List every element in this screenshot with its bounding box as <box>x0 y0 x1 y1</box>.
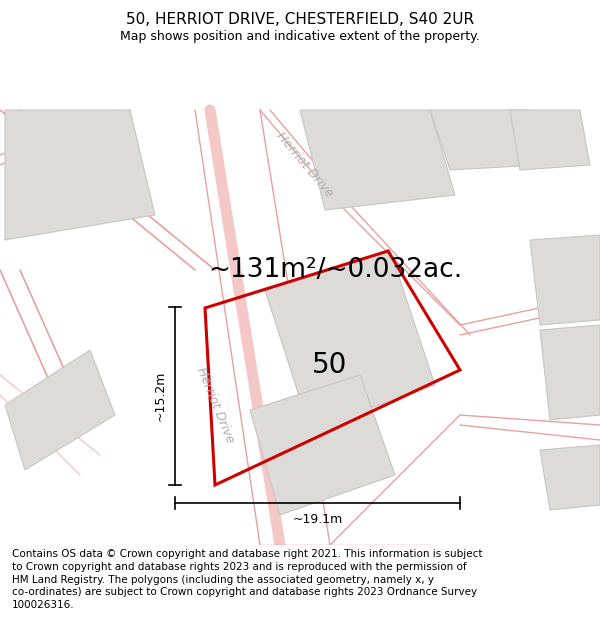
Text: ~131m²/~0.032ac.: ~131m²/~0.032ac. <box>208 257 462 283</box>
Text: Map shows position and indicative extent of the property.: Map shows position and indicative extent… <box>120 30 480 43</box>
Text: 50: 50 <box>313 351 347 379</box>
Polygon shape <box>530 235 600 325</box>
Text: Herriot Drive: Herriot Drive <box>194 365 236 445</box>
Text: Herriot Drive: Herriot Drive <box>274 130 336 200</box>
Polygon shape <box>250 375 395 515</box>
Text: ~19.1m: ~19.1m <box>292 513 343 526</box>
Polygon shape <box>510 110 590 170</box>
Text: ~15.2m: ~15.2m <box>154 371 167 421</box>
Polygon shape <box>430 110 540 170</box>
Polygon shape <box>540 445 600 510</box>
Polygon shape <box>540 325 600 420</box>
Polygon shape <box>265 250 435 430</box>
Text: 50, HERRIOT DRIVE, CHESTERFIELD, S40 2UR: 50, HERRIOT DRIVE, CHESTERFIELD, S40 2UR <box>126 12 474 27</box>
Polygon shape <box>5 110 155 240</box>
Text: Contains OS data © Crown copyright and database right 2021. This information is : Contains OS data © Crown copyright and d… <box>12 549 482 610</box>
Polygon shape <box>5 350 115 470</box>
Polygon shape <box>300 110 455 210</box>
